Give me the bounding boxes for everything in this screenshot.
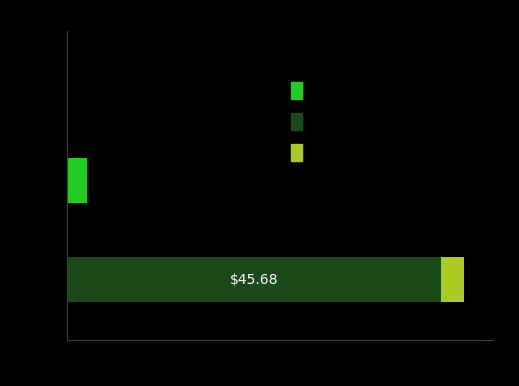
FancyBboxPatch shape	[291, 144, 302, 161]
FancyBboxPatch shape	[291, 113, 302, 130]
Bar	[441, 257, 463, 302]
Bar	[67, 158, 87, 203]
Text: $45.68: $45.68	[230, 273, 279, 287]
Bar	[67, 257, 441, 302]
FancyBboxPatch shape	[291, 82, 302, 99]
